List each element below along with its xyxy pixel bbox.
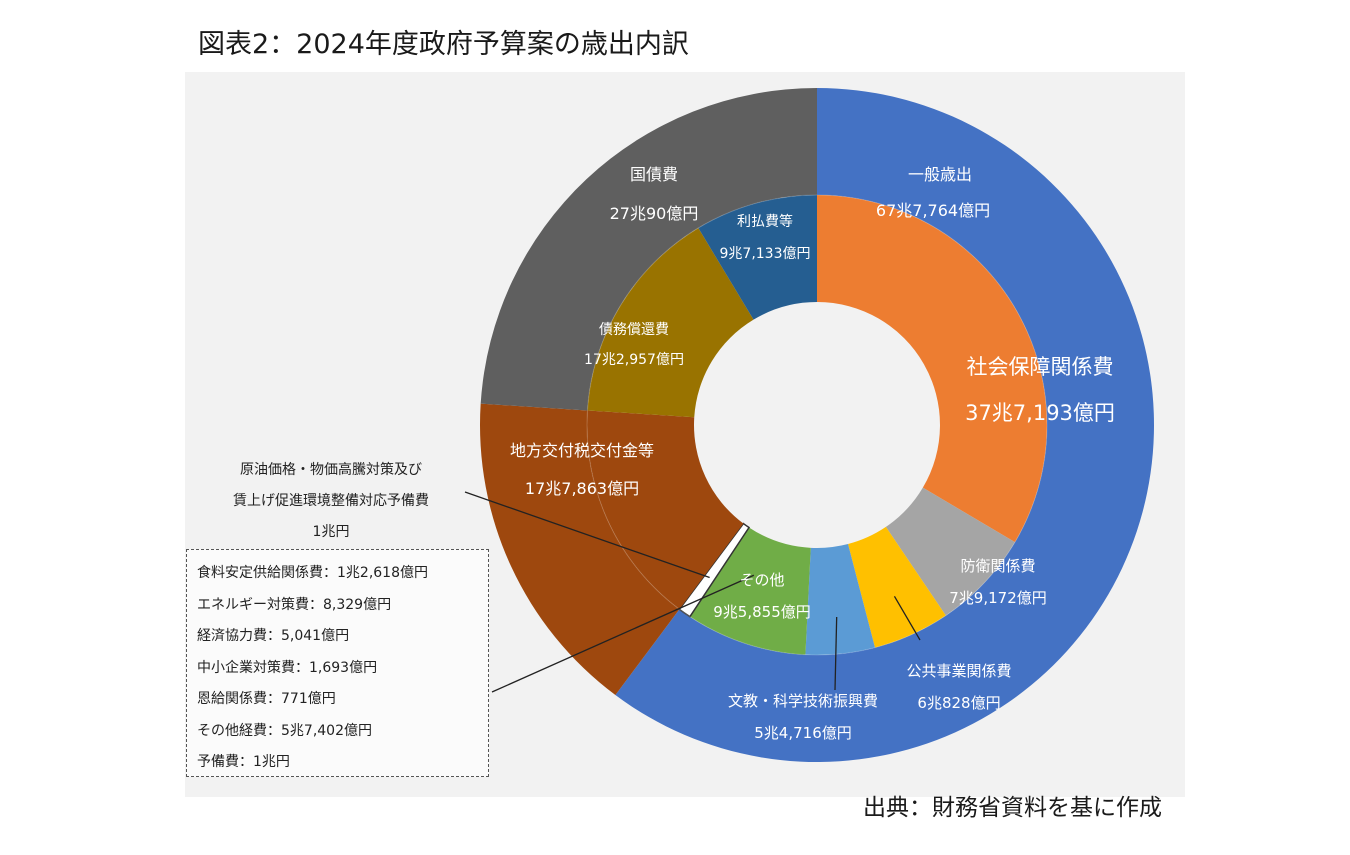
label-public-works-value: 6兆828億円 <box>917 694 1000 712</box>
reserve-leader-line <box>464 491 710 579</box>
label-social-value: 37兆7,193億円 <box>965 401 1115 425</box>
reserve-annotation: 原油価格・物価高騰対策及び 賃上げ促進環境整備対応予備費 1兆円 <box>196 455 466 548</box>
education-leader-line <box>834 616 838 691</box>
other-breakdown-item: 食料安定供給関係費：1兆2,618億円 <box>197 565 428 581</box>
reserve-annotation-line2: 賃上げ促進環境整備対応予備費 <box>233 493 429 509</box>
public-works-leader-line <box>893 595 921 641</box>
outer-slice-debt <box>480 88 817 411</box>
reserve-annotation-line3: 1兆円 <box>312 524 350 540</box>
label-debt-name: 国債費 <box>630 165 678 184</box>
source-note: 出典：財務省資料を基に作成 <box>863 795 1162 821</box>
label-other-value: 9兆5,855億円 <box>713 603 811 621</box>
other-breakdown-box: 食料安定供給関係費：1兆2,618億円 エネルギー対策費：8,329億円 経済協… <box>186 549 489 777</box>
other-breakdown-item: エネルギー対策費：8,329億円 <box>197 596 392 613</box>
inner-ring <box>586 194 1048 656</box>
label-defense-name: 防衛関係費 <box>960 557 1035 575</box>
inner-slice-local_inner <box>587 410 744 610</box>
label-general-value: 67兆7,764億円 <box>876 201 990 220</box>
label-local-value: 17兆7,863億円 <box>525 479 639 498</box>
label-public-works-name: 公共事業関係費 <box>906 662 1011 680</box>
inner-slice-other <box>689 527 811 655</box>
other-leader-line <box>491 574 755 693</box>
outer-slice-general <box>615 88 1154 762</box>
inner-slice-defense <box>885 487 1015 616</box>
page-title: 図表2：2024年度政府予算案の歳出内訳 <box>198 29 689 60</box>
inner-slice-education <box>805 544 875 655</box>
label-general-name: 一般歳出 <box>908 165 972 184</box>
other-breakdown-item: 経済協力費：5,041億円 <box>197 628 350 644</box>
inner-slice-redemption <box>587 227 754 418</box>
label-interest-value: 9兆7,133億円 <box>720 246 811 262</box>
other-breakdown-item: その他経費：5兆7,402億円 <box>197 722 372 739</box>
reserve-annotation-line1: 原油価格・物価高騰対策及び <box>240 462 422 478</box>
label-local-name: 地方交付税交付金等 <box>510 441 654 460</box>
outer-slice-local <box>479 403 680 696</box>
label-interest-name: 利払費等 <box>737 213 793 230</box>
ring-divider <box>586 194 1048 656</box>
inner-slice-social <box>817 195 1047 543</box>
leader-lines <box>464 491 921 693</box>
label-other-name: その他 <box>739 571 784 589</box>
outer-ring <box>479 88 1154 762</box>
other-breakdown-item: 恩給関係費：771億円 <box>197 691 336 707</box>
label-social-name: 社会保障関係費 <box>967 355 1114 379</box>
label-defense-value: 7兆9,172億円 <box>949 589 1047 607</box>
inner-slice-public_works <box>848 526 946 648</box>
label-education-name: 文教・科学技術振興費 <box>728 692 878 710</box>
label-redemption-name: 債務償還費 <box>599 322 669 338</box>
other-breakdown-item: 予備費：1兆円 <box>197 754 290 770</box>
label-debt-value: 27兆90億円 <box>610 204 699 223</box>
other-breakdown-item: 中小企業対策費：1,693億円 <box>197 659 378 676</box>
label-redemption-value: 17兆2,957億円 <box>584 352 684 368</box>
inner-slice-interest <box>698 195 817 320</box>
label-education-value: 5兆4,716億円 <box>754 724 852 742</box>
